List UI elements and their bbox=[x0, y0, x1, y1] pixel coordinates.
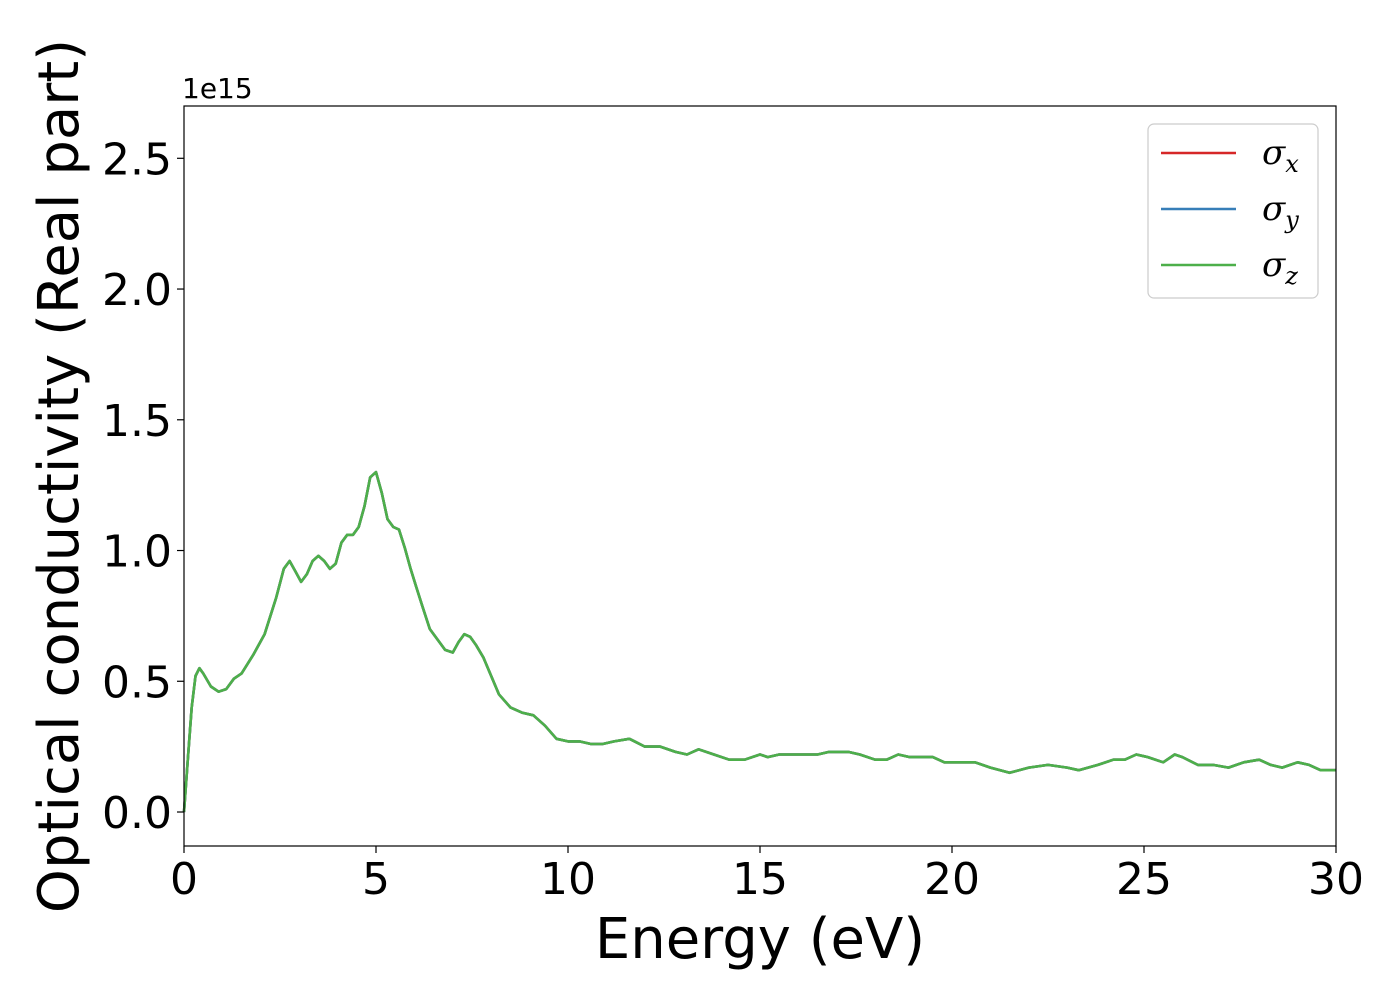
y-offset-text: 1e15 bbox=[182, 72, 253, 105]
y-tick-label: 2.5 bbox=[102, 134, 172, 185]
x-tick-label: 10 bbox=[540, 854, 596, 905]
y-tick-label: 1.5 bbox=[102, 396, 172, 447]
y-tick-label: 0.5 bbox=[102, 657, 172, 708]
x-axis: 0 5 10 15 20 25 30 bbox=[170, 846, 1364, 905]
y-tick-label: 2.0 bbox=[102, 265, 172, 316]
series-lines bbox=[182, 470, 1336, 813]
series-line-z bbox=[182, 470, 1336, 813]
x-tick-label: 0 bbox=[170, 854, 198, 905]
x-tick-label: 5 bbox=[362, 854, 390, 905]
y-tick-label: 1.0 bbox=[102, 527, 172, 578]
x-tick-label: 30 bbox=[1308, 854, 1364, 905]
x-tick-label: 20 bbox=[924, 854, 980, 905]
y-tick-label: 0.0 bbox=[102, 788, 172, 839]
y-axis-label: Optical conductivity (Real part) bbox=[27, 39, 92, 913]
x-axis-label: Energy (eV) bbox=[595, 907, 925, 972]
x-tick-label: 25 bbox=[1116, 854, 1172, 905]
x-tick-label: 15 bbox=[732, 854, 788, 905]
y-axis: 0.0 0.5 1.0 1.5 2.0 2.5 bbox=[102, 134, 184, 839]
legend-box bbox=[1147, 123, 1319, 299]
